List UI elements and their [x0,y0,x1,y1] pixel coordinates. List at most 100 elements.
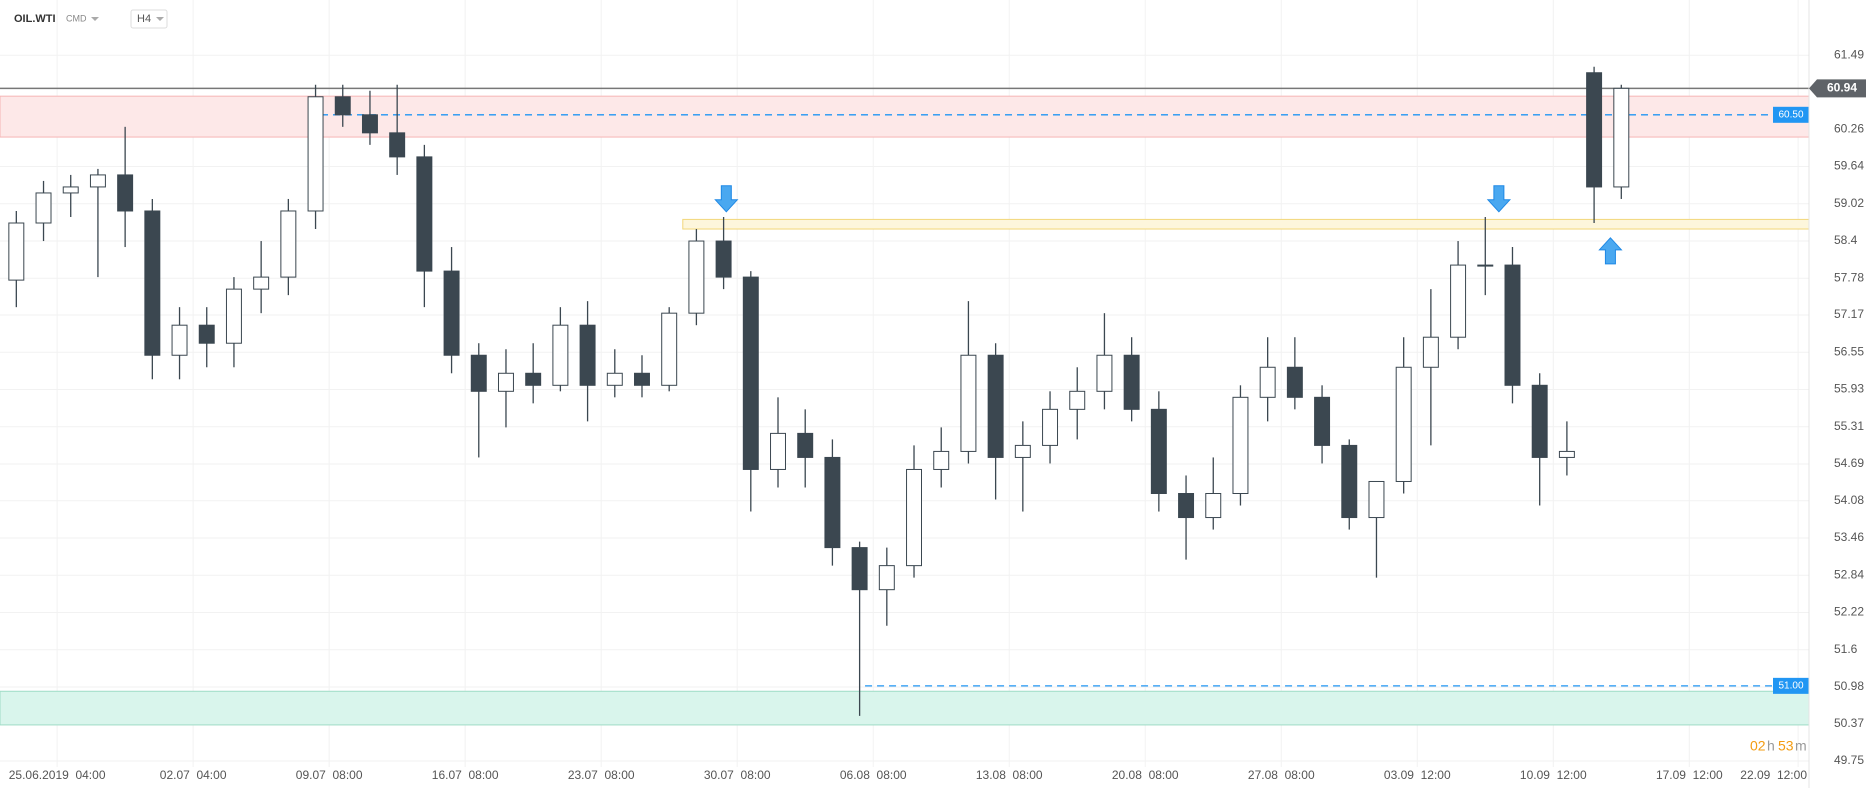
candle-body [1014,444,1031,458]
zone [0,95,1810,138]
candle-body [715,240,732,278]
candle-body [416,156,433,272]
candle-body [1205,493,1222,519]
x-tick-label: 09.07 08:00 [296,768,363,782]
candle-body [361,114,378,134]
candle-body [606,372,623,386]
x-tick-label: 02.07 04:00 [160,768,227,782]
dropdown-caret[interactable] [156,17,164,21]
candle-body [171,324,188,356]
y-tick-label: 50.98 [1834,679,1864,693]
candle-body [1178,493,1195,519]
candle-body [198,324,215,344]
y-tick-label: 57.78 [1834,270,1864,284]
y-tick-label: 59.64 [1834,159,1864,173]
level-badge [1773,106,1809,123]
level-badge [1773,677,1809,694]
x-tick-label: 22.09 12:00 [1740,768,1807,782]
candle-body [1586,72,1603,188]
candle-body [1558,450,1575,458]
plot: 60.50 51.00 [0,0,1810,767]
candle-body [851,547,868,591]
candle-body [878,565,895,591]
candle-body [1531,384,1548,458]
candle-body [933,450,950,470]
candle-body [253,276,270,290]
candle-body [144,210,161,356]
timer-m: m [1795,738,1807,754]
candle-body [824,456,841,549]
candle-body [1096,354,1113,392]
zone [0,690,1810,726]
candle-body [1477,264,1494,267]
x-tick-label: 16.07 08:00 [432,768,499,782]
candle-body [389,132,406,158]
timer-hours: 02 [1750,738,1766,754]
candle-body [1286,366,1303,398]
candle-body [1314,396,1331,446]
market[interactable]: CMD [66,13,87,23]
x-tick-label: 13.08 08:00 [976,768,1043,782]
x-tick-label: 30.07 08:00 [704,768,771,782]
x-tick-label: 27.08 08:00 [1248,768,1315,782]
y-tick-label: 60.26 [1834,121,1864,135]
x-tick-label: 10.09 12:00 [1520,768,1587,782]
candle-body [225,288,242,344]
candle-body [987,354,1004,458]
y-tick-label: 51.6 [1834,642,1858,656]
candle-body [1613,87,1630,188]
candle-body [552,324,569,386]
y-tick-label: 56.55 [1834,344,1864,358]
candle-body [8,222,25,281]
dropdown-caret[interactable] [91,17,99,21]
candle-body [443,270,460,356]
candle-body [89,174,106,188]
candle-body [579,324,596,386]
candle-body [634,372,650,386]
candle-body [35,192,52,224]
y-tick-label: 53.46 [1834,530,1864,544]
x-tick-label: 23.07 08:00 [568,768,635,782]
candle-body [661,312,678,386]
candle-body [1504,264,1521,386]
signal-arrow [714,185,739,213]
y-tick-label: 57.17 [1834,307,1864,321]
signal-arrow [1486,185,1512,213]
y-tick-label: 55.31 [1834,419,1864,433]
candle-body [334,96,351,116]
candle-body [1123,354,1140,410]
candle-body [797,432,814,458]
candle-body [117,174,134,212]
interval[interactable]: H4 [137,13,151,25]
candle-body [1422,336,1439,368]
candle-body [1150,408,1167,495]
candle-body [1259,366,1276,398]
x-tick-label: 03.09 12:00 [1384,768,1451,782]
candle-body [1450,264,1467,338]
symbol[interactable]: OIL.WTI [14,13,56,25]
signal-arrow [1598,237,1623,265]
x-tick-label: 20.08 08:00 [1112,768,1179,782]
zone [682,218,1810,230]
timer-minutes: 53 [1778,738,1794,754]
level-label: 51.00 [1778,680,1803,691]
x-tick-label: 17.09 12:00 [1656,768,1723,782]
candle-body [1069,390,1086,410]
candle-body [688,240,705,314]
y-tick-label: 52.22 [1834,605,1864,619]
candle-body [470,354,487,392]
timer-h: h [1767,738,1775,754]
candle-body [1232,396,1249,495]
candle-body [525,372,542,386]
candle-body [742,276,759,470]
y-tick-label: 54.69 [1834,456,1864,470]
candle-body [1042,408,1059,446]
candle-body [1395,366,1412,482]
y-tick-label: 52.84 [1834,567,1864,581]
candle-body [1368,480,1385,519]
interval-box[interactable] [130,9,168,29]
candle-body [497,372,514,392]
y-tick-label: 49.75 [1834,753,1864,767]
candle-body [307,96,324,212]
